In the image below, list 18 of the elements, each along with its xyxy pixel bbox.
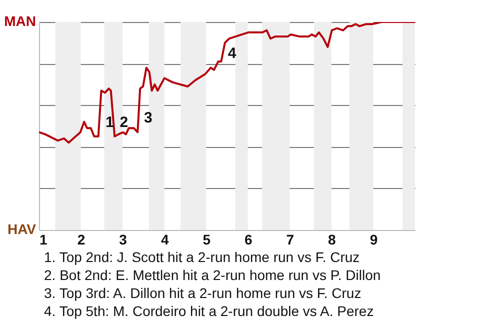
- x-tick-label: 3: [119, 232, 128, 248]
- text: MAN: [4, 13, 36, 29]
- x-tick-label: 6: [244, 232, 252, 248]
- text: 2. Bot 2nd: E. Mettlen hit a 2-run home run vs P. Dillon: [44, 266, 381, 284]
- x-tick-label: 9: [370, 232, 378, 248]
- x-tick-label: 4: [160, 232, 169, 248]
- text: 1. Top 2nd: J. Scott hit a 2-run home run vs F. Cruz: [44, 248, 361, 266]
- annotation: 3: [144, 110, 152, 127]
- text: 4. Top 5th: M. Cordeiro hit a 2-run double vs A. Perez: [44, 302, 375, 320]
- text: HAV: [7, 221, 37, 237]
- x-tick-label: 5: [202, 232, 211, 248]
- text: 3. Top 3rd: A. Dillon hit a 2-run home run vs F. Cruz: [44, 284, 362, 302]
- x-tick-label: 2: [77, 232, 86, 248]
- annotation: 4: [228, 45, 237, 62]
- x-tick-label: 1: [40, 232, 48, 248]
- x-tick-label: 7: [286, 232, 294, 248]
- x-tick-label: 8: [328, 232, 336, 248]
- annotation: 2: [120, 114, 128, 131]
